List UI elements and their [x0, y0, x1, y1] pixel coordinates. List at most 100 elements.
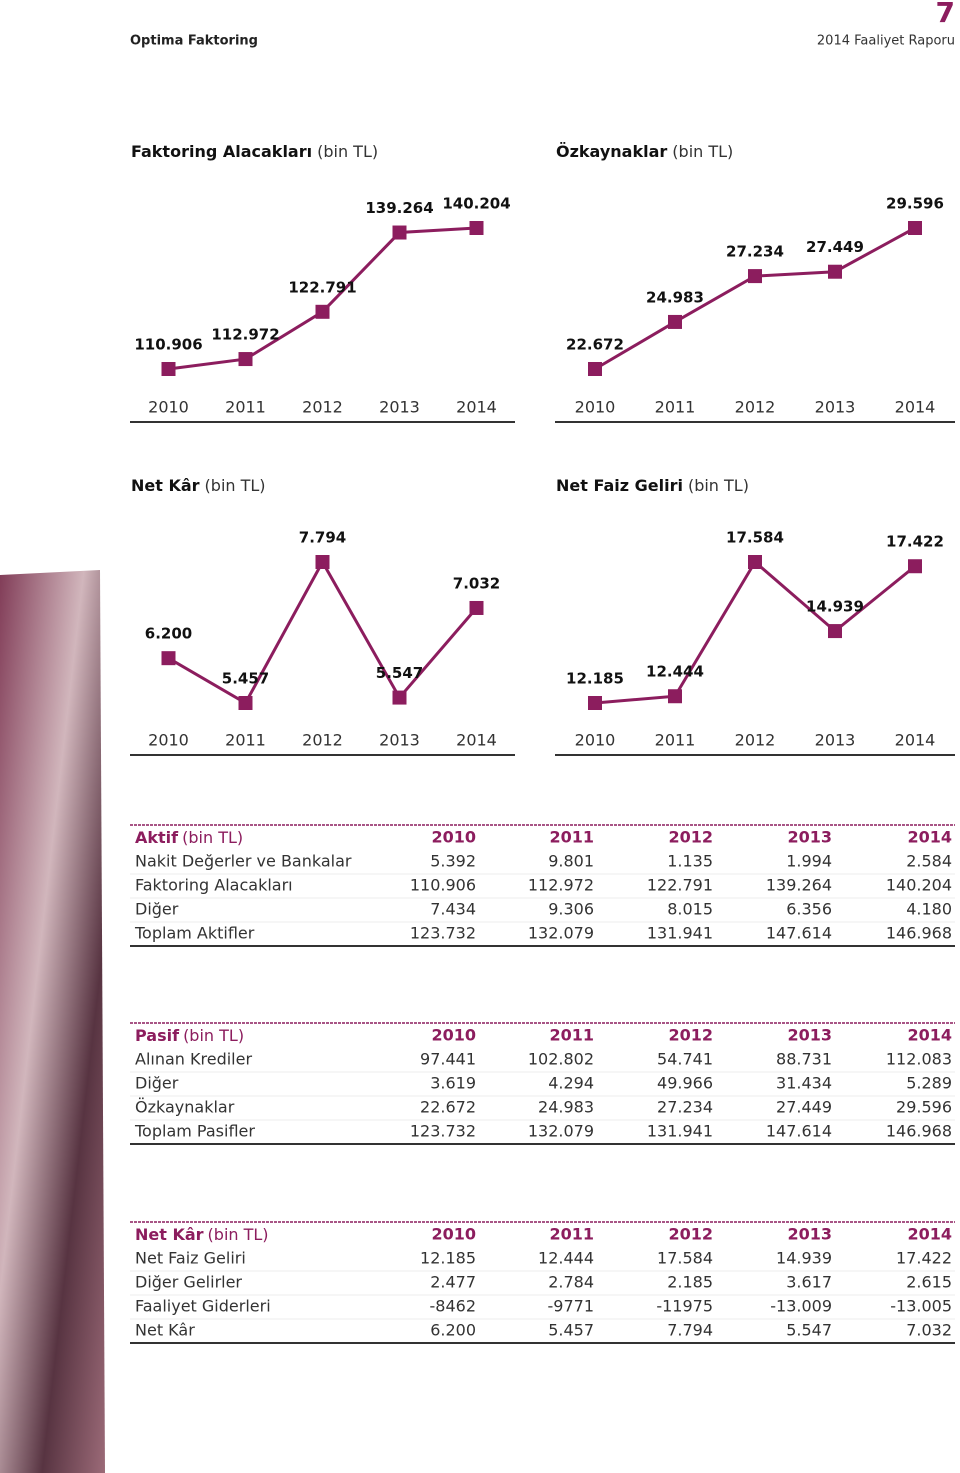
table-cell: 147.614 — [766, 1122, 832, 1141]
value-label: 7.032 — [453, 574, 500, 592]
table-cell: 6.356 — [786, 900, 832, 919]
table-cell: 24.983 — [538, 1098, 594, 1117]
column-header: 2011 — [549, 1225, 594, 1244]
marker — [748, 555, 762, 569]
value-label: 12.444 — [646, 663, 704, 681]
table-cell: 123.732 — [410, 1122, 476, 1141]
marker — [908, 559, 922, 574]
row-label: Diğer Gelirler — [135, 1273, 242, 1292]
table-title: Aktif (bin TL) — [135, 828, 243, 847]
value-label: 6.200 — [145, 625, 192, 643]
x-tick-label: 2014 — [456, 398, 497, 417]
table-title-unit: (bin TL) — [183, 1026, 244, 1045]
table-cell: 123.732 — [410, 924, 476, 943]
marker — [315, 304, 330, 319]
chart-title: Net Kâr (bin TL) — [131, 476, 266, 495]
row-label: Net Faiz Geliri — [135, 1249, 246, 1268]
title-text: Faktoring Alacakları — [131, 142, 312, 161]
table-cell: 5.392 — [430, 852, 476, 871]
table-cell: 110.906 — [410, 876, 476, 895]
table-cell: 29.596 — [896, 1098, 952, 1117]
x-tick-label: 2011 — [655, 731, 696, 750]
column-header: 2010 — [431, 828, 476, 847]
line — [168, 226, 477, 371]
company: Optima Faktoring — [130, 34, 258, 49]
marker — [908, 221, 922, 235]
value-label: 5.547 — [376, 664, 423, 682]
value-label: 24.983 — [646, 288, 704, 306]
column-header: 2012 — [668, 828, 713, 847]
value-label: 112.972 — [211, 326, 279, 344]
side-artwork — [0, 570, 105, 1473]
table-cell: 17.422 — [896, 1249, 952, 1268]
x-tick-label: 2010 — [148, 398, 189, 417]
table-cell: -9771 — [548, 1297, 595, 1316]
table-cell: 112.972 — [528, 876, 594, 895]
table-cell: 5.547 — [786, 1321, 832, 1340]
table-cell: 146.968 — [886, 1122, 952, 1141]
marker — [828, 264, 842, 279]
value-label: 27.234 — [726, 243, 784, 261]
title-unit: (bin TL) — [672, 142, 733, 161]
marker — [238, 696, 253, 710]
table-cell: -8462 — [430, 1297, 477, 1316]
row-label: Toplam Pasifler — [134, 1122, 255, 1141]
table-cell: 97.441 — [420, 1050, 476, 1069]
table-cell: 140.204 — [886, 876, 952, 895]
marker — [469, 221, 484, 235]
column-header: 2010 — [431, 1026, 476, 1045]
column-header: 2013 — [787, 1225, 832, 1244]
marker — [668, 314, 682, 329]
table-cell: 12.185 — [420, 1249, 476, 1268]
table-cell: 54.741 — [657, 1050, 713, 1069]
row-label: Diğer — [135, 900, 179, 919]
row-label: Toplam Aktifler — [134, 924, 255, 943]
table-cell: 3.619 — [430, 1074, 476, 1093]
table-title-unit: (bin TL) — [182, 828, 243, 847]
table-cell: 49.966 — [657, 1074, 713, 1093]
x-tick-label: 2013 — [379, 398, 420, 417]
marker — [748, 269, 762, 284]
row-label: Faktoring Alacakları — [135, 876, 293, 895]
value-label: 14.939 — [806, 598, 864, 616]
marker — [392, 690, 407, 705]
row-label: Alınan Krediler — [135, 1050, 252, 1069]
table-cell: -13.009 — [770, 1297, 832, 1316]
row-label: Özkaynaklar — [135, 1098, 235, 1117]
column-header: 2011 — [549, 828, 594, 847]
report-name: 2014 Faaliyet Raporu — [817, 34, 955, 49]
table-cell: 102.802 — [528, 1050, 594, 1069]
value-label: 7.794 — [299, 529, 346, 547]
line — [167, 558, 478, 706]
column-header: 2013 — [787, 828, 832, 847]
marker — [668, 689, 682, 704]
table-cell: 132.079 — [528, 1122, 594, 1141]
x-tick-label: 2011 — [225, 398, 266, 417]
table-cell: 5.457 — [548, 1321, 594, 1340]
table-cell: 131.941 — [647, 1122, 713, 1141]
x-tick-label: 2010 — [148, 731, 189, 750]
table-cell: 131.941 — [647, 924, 713, 943]
table-title: Net Kâr (bin TL) — [135, 1225, 269, 1244]
title-text: Net Faiz Geliri — [556, 476, 683, 495]
table-cell: -11975 — [656, 1297, 713, 1316]
table-title: Pasif (bin TL) — [135, 1026, 244, 1045]
table-title-unit: (bin TL) — [208, 1225, 269, 1244]
row-label: Faaliyet Giderleri — [135, 1297, 271, 1316]
table-cell: 147.614 — [766, 924, 832, 943]
table-title-text: Aktif — [135, 828, 179, 847]
table-cell: 7.434 — [430, 900, 476, 919]
chart-title: Faktoring Alacakları (bin TL) — [131, 142, 378, 161]
x-tick-label: 2011 — [655, 398, 696, 417]
marker — [238, 352, 253, 367]
table-cell: 88.731 — [776, 1050, 832, 1069]
value-label: 5.457 — [222, 670, 269, 688]
table-cell: 112.083 — [886, 1050, 952, 1069]
value-label: 139.264 — [365, 199, 433, 217]
title-unit: (bin TL) — [688, 476, 749, 495]
x-tick-label: 2012 — [735, 731, 776, 750]
table-cell: 17.584 — [657, 1249, 713, 1268]
x-tick-label: 2013 — [379, 731, 420, 750]
marker — [161, 362, 176, 376]
